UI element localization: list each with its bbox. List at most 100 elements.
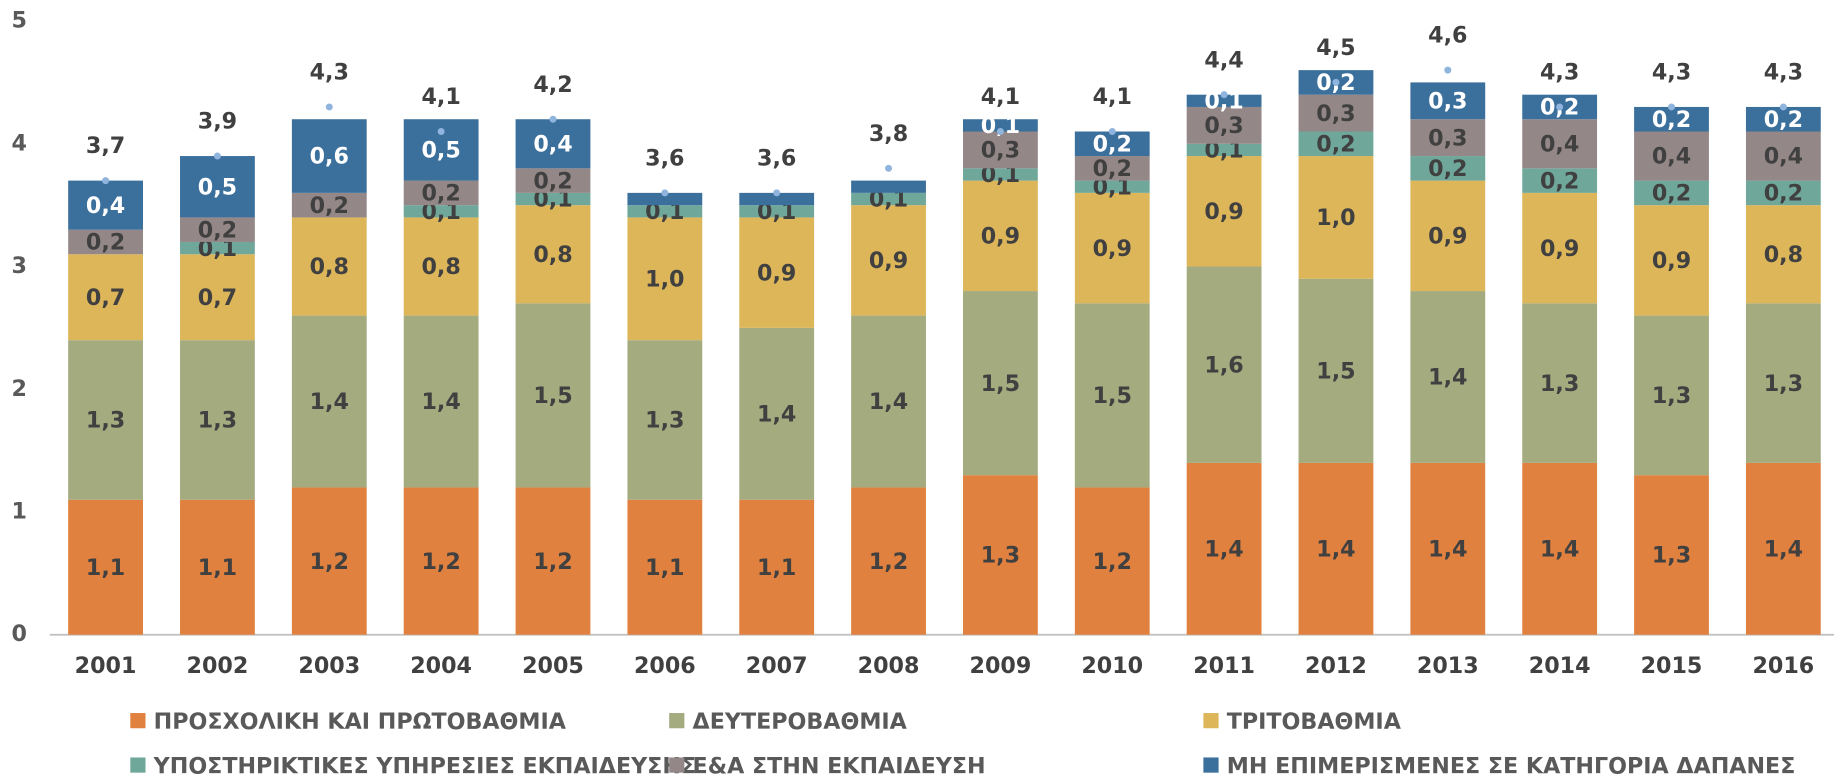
bar-segment (1298, 94, 1374, 132)
bar-segment (68, 499, 143, 635)
bar-segment (1522, 192, 1598, 304)
bar-segment (1410, 119, 1486, 157)
bar-segment (1745, 106, 1821, 132)
bar-segment (1634, 180, 1709, 206)
data-label: 1,4 (1428, 536, 1467, 562)
data-label: 0,2 (1540, 168, 1579, 194)
x-tick-label: 2002 (187, 653, 249, 679)
data-label: 0,9 (981, 224, 1020, 250)
bar-segment (1410, 291, 1486, 463)
total-label: 4,4 (1204, 47, 1243, 73)
data-label: 1,4 (869, 389, 908, 415)
bar-segment (1074, 192, 1150, 304)
data-label: 1,4 (1540, 536, 1579, 562)
bar-segment (627, 205, 703, 218)
total-marker (1444, 66, 1452, 74)
data-label: 0,4 (1652, 144, 1691, 170)
total-label: 3,6 (757, 145, 796, 171)
bar-segment (1186, 143, 1262, 157)
x-tick-label: 2011 (1193, 653, 1255, 679)
bar-segment (515, 205, 591, 304)
total-label: 4,1 (981, 84, 1020, 110)
data-label: 1,1 (757, 555, 796, 581)
legend-label: ΜΗ ΕΠΙΜΕΡΙΣΜΕΝΕΣ ΣΕ ΚΑΤΗΓΟΡΙΑ ΔΑΠΑΝΕΣ (1227, 753, 1796, 775)
legend-swatch (130, 757, 146, 773)
data-label: 1,2 (869, 549, 908, 575)
bar-segment (180, 499, 255, 635)
data-label: 0,8 (1764, 242, 1803, 268)
data-label: 1,2 (421, 549, 460, 575)
bar-segment (291, 119, 367, 193)
data-label: 0,3 (1204, 113, 1243, 139)
bar-segment (962, 291, 1038, 476)
data-label: 1,3 (86, 408, 125, 434)
bar-segment (739, 205, 815, 218)
data-label: 0,9 (1540, 236, 1579, 262)
data-label: 0,8 (533, 242, 572, 268)
bar-segment (515, 487, 591, 635)
bar-segment (1410, 156, 1486, 181)
x-tick-label: 2004 (410, 653, 472, 679)
data-label: 0,2 (1652, 107, 1691, 133)
data-label: 0,9 (1204, 199, 1243, 225)
legend-swatch (130, 713, 146, 729)
bar-segment (1634, 475, 1709, 635)
bar-segment (1522, 303, 1598, 463)
data-label: 0,5 (198, 174, 237, 200)
data-label: 0,9 (757, 260, 796, 286)
data-label: 1,4 (757, 401, 796, 427)
data-label: 0,2 (1093, 131, 1132, 157)
bar-segment (851, 180, 926, 193)
data-label: 1,6 (1204, 352, 1243, 378)
data-label: 0,2 (86, 230, 125, 256)
total-marker (102, 177, 110, 185)
bar-segment (68, 180, 143, 230)
y-tick-label: 1 (12, 498, 27, 524)
bar-segment (1298, 462, 1374, 635)
bar-segment (68, 340, 143, 500)
bar-segment (1186, 106, 1262, 144)
legend-label: ΠΡΟΣΧΟΛΙΚΗ ΚΑΙ ΠΡΩΤΟΒΑΘΜΙΑ (154, 709, 567, 735)
legend-swatch (669, 713, 685, 729)
data-label: 1,3 (645, 408, 684, 434)
bar-segment (515, 303, 591, 488)
data-label: 0,4 (1540, 131, 1579, 157)
data-label: 0,9 (869, 248, 908, 274)
bar-segment (851, 192, 926, 206)
data-label: 1,3 (1652, 543, 1691, 569)
total-label: 4,3 (1764, 60, 1803, 86)
total-label: 4,6 (1428, 23, 1467, 49)
total-marker (661, 189, 669, 197)
x-tick-label: 2006 (634, 653, 696, 679)
bar-segment (1522, 168, 1598, 193)
bar-segment (1410, 82, 1486, 120)
bar-segment (1298, 131, 1374, 157)
x-tick-label: 2014 (1529, 653, 1591, 679)
x-tick-label: 2013 (1417, 653, 1479, 679)
x-tick-label: 2007 (746, 653, 808, 679)
bar-segment (180, 156, 255, 218)
bar-segment (1410, 180, 1486, 292)
bar-segment (962, 119, 1038, 132)
bar-segment (739, 327, 815, 500)
bar-segment (1074, 156, 1150, 181)
bar-segment (403, 180, 479, 206)
x-tick-label: 2016 (1752, 653, 1814, 679)
data-label: 0,9 (1652, 248, 1691, 274)
total-label: 4,1 (421, 84, 460, 110)
data-label: 0,4 (533, 131, 572, 157)
bar-segment (403, 217, 479, 316)
total-label: 3,7 (86, 133, 125, 159)
data-label: 0,2 (310, 193, 349, 219)
bar-segment (1634, 131, 1709, 181)
data-label: 0,2 (1316, 131, 1355, 157)
bar-segment (739, 192, 815, 206)
data-label: 0,9 (1428, 224, 1467, 250)
bar-segment (515, 168, 591, 193)
total-marker (1779, 103, 1787, 111)
legend-swatch (1203, 757, 1219, 773)
total-marker (773, 189, 781, 197)
bar-segment (627, 340, 703, 500)
